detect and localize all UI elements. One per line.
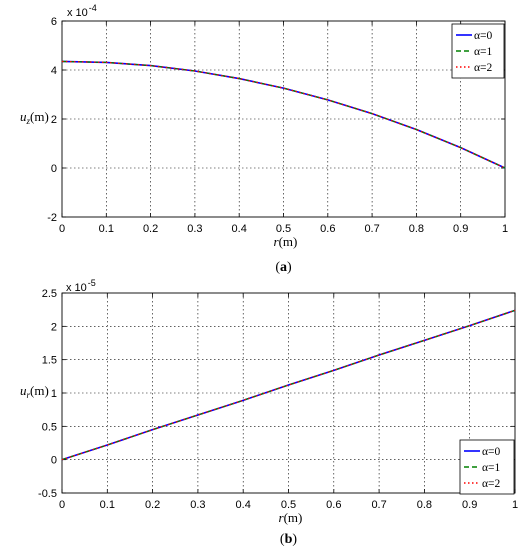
figure-caption: (a) — [275, 260, 292, 275]
x-tick-label: 0.9 — [453, 223, 468, 235]
legend-label: α=1 — [482, 462, 501, 474]
x-tick-label: 0.6 — [320, 223, 335, 235]
x-tick-label: 0.5 — [276, 223, 291, 235]
y-tick-label: 6 — [51, 16, 57, 28]
x-tick-label: 0.7 — [371, 499, 386, 511]
x-tick-label: 1 — [512, 499, 518, 511]
y-tick-label: 2 — [51, 321, 57, 333]
x-tick-label: 0.6 — [326, 499, 341, 511]
y-tick-label: -0.5 — [38, 488, 57, 500]
x-tick-label: 0.2 — [145, 499, 160, 511]
y-tick-label: 0 — [51, 163, 57, 175]
figure-caption: (b) — [280, 532, 297, 547]
chart-b: 0 0.1 0.2 0.3 0.4 0.5 0.6 0.7 0.8 0.9 1-0.500.511.… — [20, 278, 518, 547]
x-tick-label: 0.9 — [462, 499, 477, 511]
y-tick-label: 0.5 — [42, 421, 57, 433]
grid — [62, 293, 515, 493]
series-line-alpha-1 — [61, 60, 506, 169]
series-lines — [61, 309, 516, 461]
x-tick-label: 0.3 — [187, 223, 202, 235]
axis-scale-factor: x 10-5 — [66, 278, 96, 294]
x-tick-label: 0.1 — [99, 223, 114, 235]
x-tick-label: 0 — [59, 499, 65, 511]
x-tick-label: 0 — [59, 223, 65, 235]
axis-scale-factor: x 10-4 — [67, 3, 97, 19]
y-tick-label: 0 — [51, 455, 57, 467]
x-tick-label: 0.4 — [232, 223, 247, 235]
legend-label: α=1 — [474, 46, 493, 58]
ticks: 0 0.1 0.2 0.3 0.4 0.5 0.6 0.7 0.8 0.9 1-0.500.511.… — [38, 288, 518, 511]
series-line-alpha-2 — [61, 309, 516, 461]
legend-label: α=0 — [482, 446, 501, 458]
series-lines — [61, 60, 506, 169]
x-tick-label: 0.8 — [417, 499, 432, 511]
y-tick-label: 2.5 — [42, 288, 57, 300]
x-tick-label: 1 — [502, 223, 508, 235]
x-tick-label: 0.1 — [100, 499, 115, 511]
x-axis-label: r(m) — [274, 234, 298, 249]
y-tick-label: 2 — [51, 114, 57, 126]
y-tick-label: 1.5 — [42, 355, 57, 367]
y-tick-label: -2 — [47, 212, 57, 224]
x-tick-label: 0.2 — [143, 223, 158, 235]
legend-label: α=0 — [474, 30, 493, 42]
legend: α=0 α=1 α=2 — [451, 23, 505, 79]
y-axis-label: uz(m) — [20, 109, 49, 126]
x-tick-label: 0.3 — [190, 499, 205, 511]
y-axis-label: ur(m) — [20, 383, 49, 400]
x-tick-label: 0.7 — [364, 223, 379, 235]
x-tick-label: 0.5 — [281, 499, 296, 511]
legend-label: α=2 — [482, 478, 501, 490]
x-tick-label: 0.8 — [409, 223, 424, 235]
grid — [62, 21, 505, 217]
y-tick-label: 1 — [51, 388, 57, 400]
legend-label: α=2 — [474, 62, 493, 74]
x-tick-label: 0.4 — [236, 499, 251, 511]
x-axis-label: r(m) — [279, 510, 303, 525]
y-tick-label: 4 — [51, 65, 57, 77]
legend: α=0 α=1 α=2 — [459, 439, 515, 495]
